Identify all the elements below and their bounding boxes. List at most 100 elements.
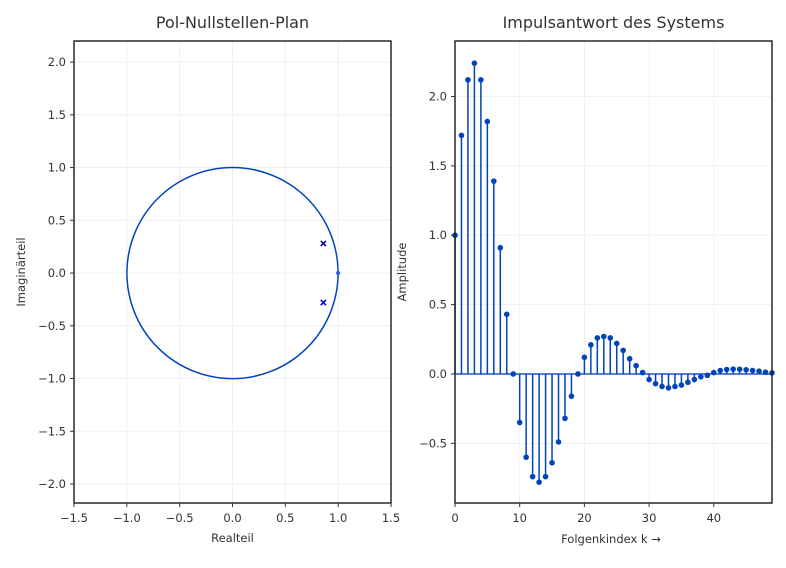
stem-14: [542, 373, 549, 480]
x-tick-label: 1.0: [329, 511, 347, 525]
y-tick-label: −0.5: [38, 319, 66, 333]
stem-marker: [484, 118, 491, 125]
stem-22: [594, 335, 601, 374]
impulse-response-frame: [454, 40, 773, 504]
stem-marker: [465, 77, 471, 83]
stem-29: [639, 369, 646, 376]
stem-marker: [698, 373, 704, 380]
stem-marker: [575, 371, 581, 377]
stem-9: [510, 371, 517, 377]
pole-zero-plot: −1.5 −1.0 −0.5 0.0 0.5 1.0 1.5 −2.0 −1.5 −1.0 −0.…: [14, 13, 400, 545]
stem-26: [620, 347, 627, 374]
impulse-response-title: Impulsantwort des Systems: [503, 13, 725, 32]
stem-5: [484, 118, 491, 374]
stem-marker: [704, 372, 711, 379]
stem-1: [458, 132, 465, 374]
x-tick-label: −1.5: [60, 511, 88, 525]
pole-zero-x-label: Realteil: [211, 531, 254, 545]
stem-4: [478, 77, 484, 374]
stem-marker: [710, 369, 717, 376]
x-tick-label: 40: [706, 511, 721, 525]
stem-20: [581, 354, 588, 374]
y-tick-label: −1.5: [38, 424, 66, 438]
stem-marker: [639, 369, 646, 376]
stem-marker: [646, 376, 652, 383]
stem-13: [536, 373, 542, 485]
y-tick-label: 2.0: [429, 89, 447, 103]
stem-11: [523, 373, 529, 461]
stem-28: [633, 362, 639, 374]
stem-marker: [659, 383, 665, 390]
stem-47: [756, 368, 762, 374]
stem-marker: [458, 132, 465, 139]
stem-2: [465, 77, 471, 374]
impulse-response-stems: [452, 60, 775, 485]
x-tick-label: 0: [451, 511, 458, 525]
pole-zero-y-ticks: −2.0 −1.5 −1.0 −0.5 0.0 0.5 1.0 1.5 2.0: [38, 55, 74, 491]
stem-marker: [691, 376, 698, 383]
x-tick-label: 0.0: [223, 511, 241, 525]
stem-marker: [588, 342, 594, 348]
stem-39: [704, 372, 711, 379]
stem-36: [685, 373, 691, 386]
stem-marker: [594, 335, 601, 341]
y-tick-label: 0.5: [429, 298, 447, 312]
stem-34: [672, 373, 678, 390]
stem-31: [652, 373, 659, 387]
pole-marker: [320, 240, 327, 247]
stem-44: [736, 366, 743, 374]
stem-marker: [568, 393, 575, 399]
y-tick-label: 0.0: [48, 266, 66, 280]
x-tick-label: 10: [512, 511, 527, 525]
x-tick-label: −0.5: [166, 511, 194, 525]
stem-6: [491, 178, 497, 374]
stem-43: [730, 366, 736, 374]
stem-marker: [600, 333, 607, 340]
stem-25: [613, 340, 620, 374]
stem-32: [659, 373, 665, 390]
stem-marker: [672, 383, 678, 390]
y-tick-label: 1.0: [429, 228, 447, 242]
stem-marker: [581, 354, 588, 361]
impulse-response-x-ticks: 0 10 20 30 40: [451, 503, 721, 525]
y-tick-label: −1.0: [38, 372, 66, 386]
stem-marker: [497, 244, 504, 251]
stem-marker: [478, 77, 484, 83]
stem-37: [691, 373, 698, 383]
y-tick-label: 1.5: [429, 159, 447, 173]
stem-marker: [516, 419, 523, 426]
stem-marker: [562, 415, 568, 422]
stem-marker: [652, 380, 659, 387]
stem-marker: [542, 473, 549, 480]
stem-marker: [620, 347, 627, 354]
stem-marker: [633, 362, 639, 369]
pole-zero-y-label: Imaginärteil: [14, 237, 28, 306]
stem-15: [549, 373, 555, 466]
stem-marker: [678, 382, 685, 388]
stem-marker: [536, 479, 542, 485]
stem-24: [607, 335, 614, 374]
stem-27: [626, 355, 633, 374]
impulse-response-y-ticks: −0.5 0.0 0.5 1.0 1.5 2.0: [419, 89, 455, 450]
stem-19: [575, 371, 581, 377]
x-tick-label: 1.5: [382, 511, 400, 525]
stem-10: [516, 373, 523, 426]
pole-zero-title: Pol-Nullstellen-Plan: [156, 13, 309, 32]
stem-marker: [723, 366, 730, 373]
stem-marker: [736, 366, 743, 373]
stem-marker: [491, 178, 497, 184]
stem-8: [503, 311, 510, 374]
stem-marker: [685, 379, 691, 386]
stem-16: [555, 373, 562, 445]
stem-18: [568, 373, 575, 399]
stem-marker: [749, 367, 756, 374]
stem-marker: [555, 439, 562, 445]
impulse-response-plot: 0 10 20 30 40 −0.5 0.0 0.5 1.0 1.5 2.0 Impulsantw…: [395, 13, 775, 546]
stem-marker: [523, 454, 529, 461]
x-tick-label: 20: [577, 511, 592, 525]
y-tick-label: −2.0: [38, 477, 66, 491]
impulse-response-x-label: Folgenkindex k →: [561, 532, 661, 546]
stem-marker: [743, 367, 749, 373]
